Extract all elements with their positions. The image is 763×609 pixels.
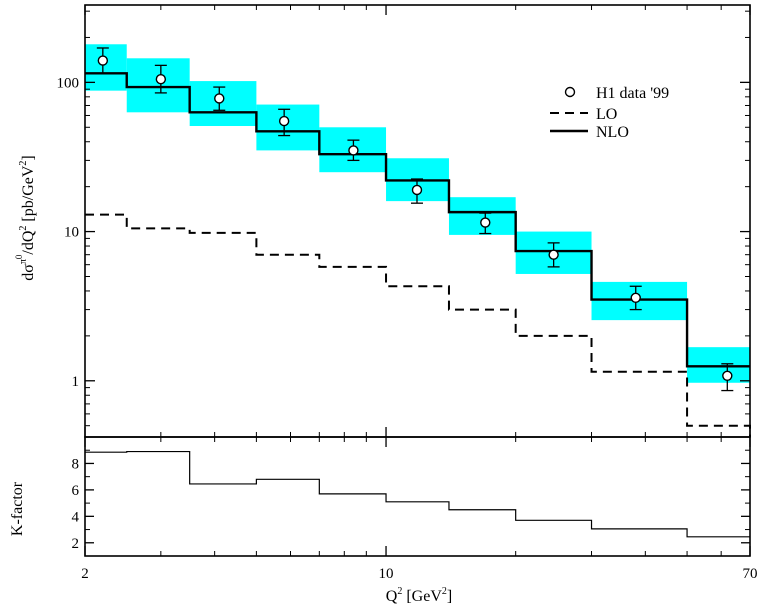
data-point-8 (629, 285, 642, 311)
nlo-band-bin-9 (687, 347, 750, 383)
x-axis-label: Q2 [GeV2] (386, 586, 452, 605)
legend-label-nlo: NLO (596, 124, 629, 141)
legend-label-lo: LO (596, 106, 617, 123)
y-tick-label-main: 10 (64, 225, 79, 241)
ratio-y-axis-label: K-factor (9, 481, 26, 536)
data-marker (278, 115, 290, 127)
nlo-band-bin-2 (189, 81, 257, 127)
data-point-5 (410, 178, 423, 204)
y-tick-label-main: 100 (57, 75, 80, 91)
data-marker (411, 184, 423, 196)
data-point-7 (547, 242, 560, 268)
x-tick-label: 70 (743, 566, 758, 582)
main-y-axis-label: dσπ0/dQ2 [pb/GeV2] (14, 155, 37, 281)
data-points (96, 47, 734, 392)
axes (84, 4, 751, 557)
data-marker (97, 55, 109, 66)
data-point-6 (479, 212, 492, 235)
x-tick-label: 2 (81, 566, 89, 582)
nlo-band-bin-0 (85, 44, 127, 91)
data-point-9 (721, 363, 734, 392)
data-marker (480, 217, 491, 228)
data-point-0 (96, 47, 109, 74)
nlo-band-bin-1 (126, 58, 190, 113)
data-point-4 (347, 139, 360, 162)
x-tick-label: 10 (379, 566, 394, 582)
legend-label-data: H1 data '99 (596, 85, 669, 102)
ratio-panel-frame (84, 436, 751, 557)
main-lines (85, 72, 751, 437)
y-tick-label-ratio: 8 (72, 456, 80, 472)
k-factor-step-line (85, 450, 750, 538)
data-marker (722, 370, 733, 381)
lo-step-line (85, 213, 751, 437)
data-point-2 (213, 86, 226, 111)
data-marker (348, 145, 359, 156)
y-tick-label-ratio: 6 (72, 483, 80, 499)
data-marker (155, 74, 167, 85)
legend-marker-data (564, 86, 576, 98)
nlo-band-bin-6 (448, 197, 516, 235)
tick-labels: 2 10 70 1 10 100 2 4 6 8 (57, 75, 758, 582)
y-tick-label-main: 1 (72, 374, 80, 390)
data-point-3 (278, 108, 291, 137)
y-tick-label-ratio: 2 (72, 536, 80, 552)
nlo-step-line (85, 72, 750, 368)
data-point-1 (154, 64, 167, 94)
data-marker (630, 292, 641, 303)
data-marker (548, 249, 559, 260)
nlo-band-bin-3 (256, 104, 320, 151)
ratio-lines (85, 450, 750, 538)
data-marker (214, 93, 225, 104)
legend: H1 data '99 LO NLO (550, 85, 669, 141)
y-tick-label-ratio: 4 (72, 509, 80, 525)
